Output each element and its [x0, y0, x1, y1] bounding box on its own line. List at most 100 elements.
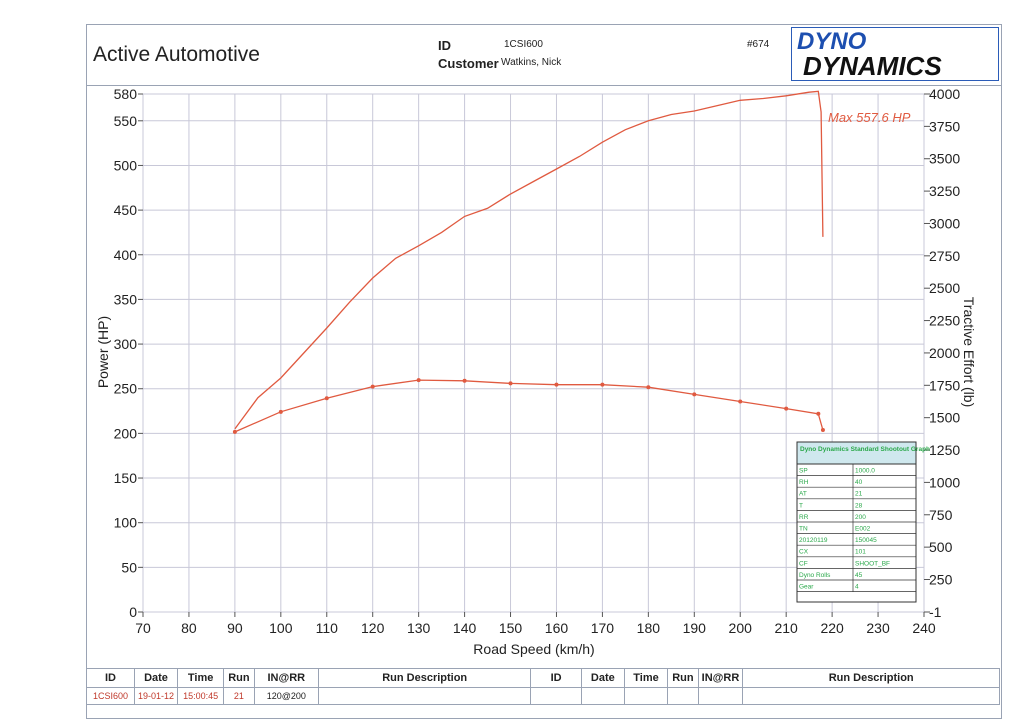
x-tick-label: 120: [361, 620, 385, 636]
tractive-effort-point: [416, 378, 421, 383]
company-name: Active Automotive: [93, 43, 260, 66]
y-tick-label: 500: [114, 157, 138, 173]
x-tick-label: 190: [683, 620, 707, 636]
run-table-header-cell: ID: [530, 668, 582, 688]
y-tick-label: 150: [114, 470, 138, 486]
tractive-effort-point: [370, 384, 375, 389]
shootout-legend-box: Dyno Dynamics Standard Shootout Graph SP 1…: [796, 441, 930, 603]
logo-line1: DYNO: [797, 28, 867, 55]
legend-key: Dyno Rolls: [799, 572, 831, 579]
run-table-cell: 1CSI600: [86, 687, 135, 705]
tractive-effort-point: [692, 392, 697, 397]
max-hp-annotation: Max 557.6 HP: [828, 110, 911, 125]
x-tick-label: 80: [181, 620, 197, 636]
y2-tick-label: 750: [929, 507, 953, 523]
legend-key: CX: [799, 549, 809, 556]
x-tick-label: 210: [774, 620, 798, 636]
y-tick-label: 100: [114, 515, 138, 531]
report-header: Active Automotive ID Customer 1CSI600 Wa…: [87, 25, 1001, 86]
run-table-cell: [530, 687, 582, 705]
run-table-header-cell: IN@RR: [253, 668, 319, 688]
legend-value: 150045: [855, 537, 877, 544]
customer-label: Customer: [438, 56, 499, 71]
y2-tick-label: 500: [929, 539, 953, 555]
legend-value: 28: [855, 502, 863, 509]
y-tick-label: 0: [129, 604, 137, 620]
y2-axis-ticks: -1 250 500 750 1000 1250 1500 1750 2000 2250 2500 2…: [924, 86, 960, 620]
y-tick-label: 400: [114, 247, 138, 263]
y2-tick-label: 2250: [929, 313, 960, 329]
tractive-effort-point: [646, 385, 651, 390]
run-table-header-cell: Time: [623, 668, 669, 688]
legend-key: TN: [799, 526, 808, 533]
id-label: ID: [438, 38, 451, 53]
x-tick-label: 150: [499, 620, 523, 636]
customer-value: Watkins, Nick: [501, 57, 562, 68]
x-tick-label: 110: [316, 620, 339, 636]
run-table-cell: 15:00:45: [177, 687, 225, 705]
run-table-cell: 19-01-12: [133, 687, 179, 705]
y2-tick-label: -1: [929, 604, 942, 620]
run-table-header-cell: Date: [133, 668, 179, 688]
x-tick-label: 200: [729, 620, 753, 636]
run-table-header-cell: Run Description: [317, 668, 532, 688]
x-tick-label: 240: [912, 620, 936, 636]
y2-tick-label: 2500: [929, 280, 960, 296]
run-table-cell: [697, 687, 744, 705]
run-number: #674: [747, 39, 770, 50]
x-tick-label: 230: [866, 620, 890, 636]
tractive-effort-point: [324, 396, 329, 401]
y2-tick-label: 4000: [929, 86, 960, 102]
x-tick-label: 180: [637, 620, 661, 636]
run-table-cell: [317, 687, 532, 705]
y2-tick-label: 3750: [929, 118, 960, 134]
power-line: [234, 90, 824, 430]
legend-key: T: [799, 502, 803, 509]
y2-tick-label: 250: [929, 572, 953, 588]
y2-axis-label: Tractive Effort (lb): [961, 297, 977, 407]
tractive-effort-point: [278, 409, 283, 414]
run-table-header-cell: Run: [223, 668, 255, 688]
y-axis-ticks: 0 50 100 150 200 250 300 350 400 450 500 550 580: [114, 86, 143, 620]
run-table-header-cell: Time: [177, 668, 225, 688]
y2-tick-label: 1750: [929, 377, 960, 393]
legend-key: AT: [799, 491, 807, 498]
legend-value: 40: [855, 479, 863, 486]
tractive-effort-point: [816, 411, 821, 416]
y2-tick-label: 1000: [929, 474, 960, 490]
x-tick-label: 130: [407, 620, 431, 636]
x-axis-ticks: 70 80 90 100 110 120 130 140 150 160 170 180 190 200 2…: [135, 612, 936, 636]
legend-value: 4: [855, 584, 859, 591]
y-tick-label: 200: [114, 425, 138, 441]
tractive-effort-point: [554, 382, 559, 387]
run-table-cell: [742, 687, 1000, 705]
tractive-effort-point: [784, 406, 789, 411]
legend-title: Dyno Dynamics Standard Shootout Graph: [800, 446, 930, 453]
run-table: ID Date Time Run IN@RR Run Description ID Date T…: [86, 668, 1000, 705]
logo-line2: DYNAMICS: [803, 51, 942, 81]
y-tick-label: 300: [114, 336, 138, 352]
run-table-header-cell: ID: [86, 668, 135, 688]
tractive-effort-point: [508, 381, 513, 386]
series-group: [232, 90, 825, 434]
legend-value: 1000.0: [855, 468, 875, 475]
run-table-cell: 21: [223, 687, 255, 705]
y2-tick-label: 3500: [929, 151, 960, 167]
run-table-cell: 120@200: [253, 687, 319, 705]
y-tick-label: 450: [114, 202, 138, 218]
y2-tick-label: 3000: [929, 215, 960, 231]
id-value: 1CSI600: [504, 39, 543, 50]
y2-tick-label: 3250: [929, 183, 960, 199]
y-tick-label: 580: [114, 86, 138, 102]
legend-value: 45: [855, 572, 863, 579]
x-tick-label: 160: [545, 620, 569, 636]
tractive-effort-point: [462, 378, 467, 383]
legend-key: 20120119: [799, 537, 828, 544]
run-table-row: 1CSI600 19-01-12 15:00:45 21 120@200: [86, 687, 1000, 705]
run-table-header: ID Date Time Run IN@RR Run Description ID Date T…: [86, 668, 1000, 688]
legend-value: 101: [855, 549, 866, 556]
legend-key: CF: [799, 560, 808, 567]
x-tick-label: 70: [135, 620, 151, 636]
run-table-header-cell: Run: [667, 668, 699, 688]
